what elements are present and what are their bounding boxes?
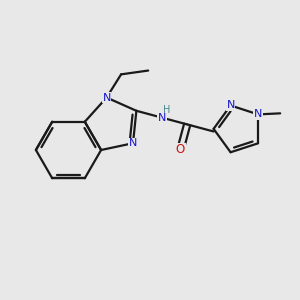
- Text: H: H: [158, 112, 166, 123]
- Text: N: N: [254, 110, 262, 119]
- Text: H: H: [164, 105, 171, 115]
- Text: N: N: [158, 112, 166, 123]
- Text: N: N: [129, 138, 137, 148]
- Text: O: O: [176, 143, 185, 156]
- Text: N: N: [102, 92, 111, 103]
- Text: N: N: [226, 100, 235, 110]
